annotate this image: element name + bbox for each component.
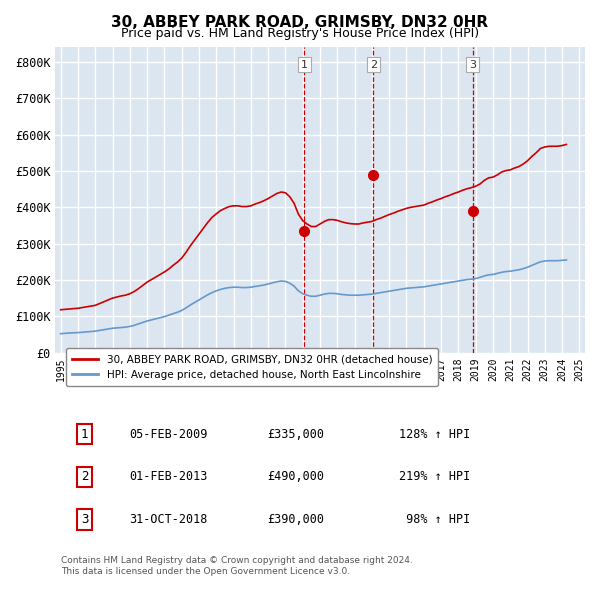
Text: 3: 3 <box>469 60 476 70</box>
Text: £335,000: £335,000 <box>267 428 324 441</box>
Text: 128% ↑ HPI: 128% ↑ HPI <box>400 428 470 441</box>
Text: 1: 1 <box>81 428 88 441</box>
Text: £390,000: £390,000 <box>267 513 324 526</box>
Legend: 30, ABBEY PARK ROAD, GRIMSBY, DN32 0HR (detached house), HPI: Average price, det: 30, ABBEY PARK ROAD, GRIMSBY, DN32 0HR (… <box>66 348 439 386</box>
Text: 219% ↑ HPI: 219% ↑ HPI <box>400 470 470 483</box>
Text: 31-OCT-2018: 31-OCT-2018 <box>130 513 208 526</box>
Text: £490,000: £490,000 <box>267 470 324 483</box>
Text: 98% ↑ HPI: 98% ↑ HPI <box>400 513 470 526</box>
Text: Price paid vs. HM Land Registry's House Price Index (HPI): Price paid vs. HM Land Registry's House … <box>121 27 479 40</box>
Text: 3: 3 <box>81 513 88 526</box>
Text: 05-FEB-2009: 05-FEB-2009 <box>130 428 208 441</box>
Text: 01-FEB-2013: 01-FEB-2013 <box>130 470 208 483</box>
Text: Contains HM Land Registry data © Crown copyright and database right 2024.
This d: Contains HM Land Registry data © Crown c… <box>61 556 413 576</box>
Text: 30, ABBEY PARK ROAD, GRIMSBY, DN32 0HR: 30, ABBEY PARK ROAD, GRIMSBY, DN32 0HR <box>112 15 488 30</box>
Text: 2: 2 <box>370 60 377 70</box>
Text: 1: 1 <box>301 60 308 70</box>
Text: 2: 2 <box>81 470 88 483</box>
